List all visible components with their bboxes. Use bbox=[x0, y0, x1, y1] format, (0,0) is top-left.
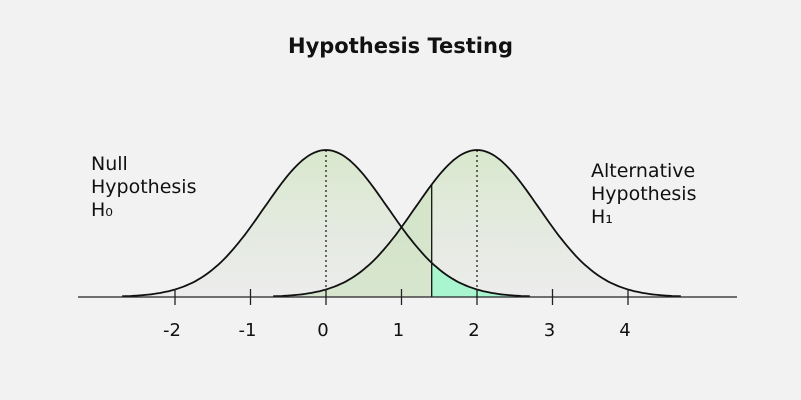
alternative-distribution-curve bbox=[273, 149, 681, 298]
alt-label-line-3: H₁ bbox=[591, 206, 613, 228]
tick-label-6: 4 bbox=[619, 320, 630, 341]
alt-label-line-2: Hypothesis bbox=[591, 183, 697, 205]
alternative-hypothesis-label: Alternative Hypothesis H₁ bbox=[591, 160, 696, 229]
power-region bbox=[431, 262, 530, 297]
null-distribution-curve bbox=[122, 149, 530, 298]
axis-ticks: -2 -1 0 1 2 3 4 bbox=[163, 289, 631, 341]
tick-label-4: 2 bbox=[468, 320, 479, 341]
null-label-line-3: H₀ bbox=[91, 199, 113, 221]
null-label-line-2: Hypothesis bbox=[91, 176, 197, 198]
tick-label-5: 3 bbox=[544, 320, 555, 341]
tick-label-0: -2 bbox=[163, 320, 181, 341]
alt-label-line-1: Alternative bbox=[591, 160, 696, 182]
tick-label-2: 0 bbox=[317, 320, 328, 341]
null-label-line-1: Null bbox=[91, 153, 128, 175]
tick-label-3: 1 bbox=[393, 320, 404, 341]
tick-label-1: -1 bbox=[239, 320, 257, 341]
type-2-error-region bbox=[273, 184, 432, 297]
null-hypothesis-label: Null Hypothesis H₀ bbox=[91, 153, 196, 222]
diagram-title: Hypothesis Testing bbox=[288, 34, 513, 58]
